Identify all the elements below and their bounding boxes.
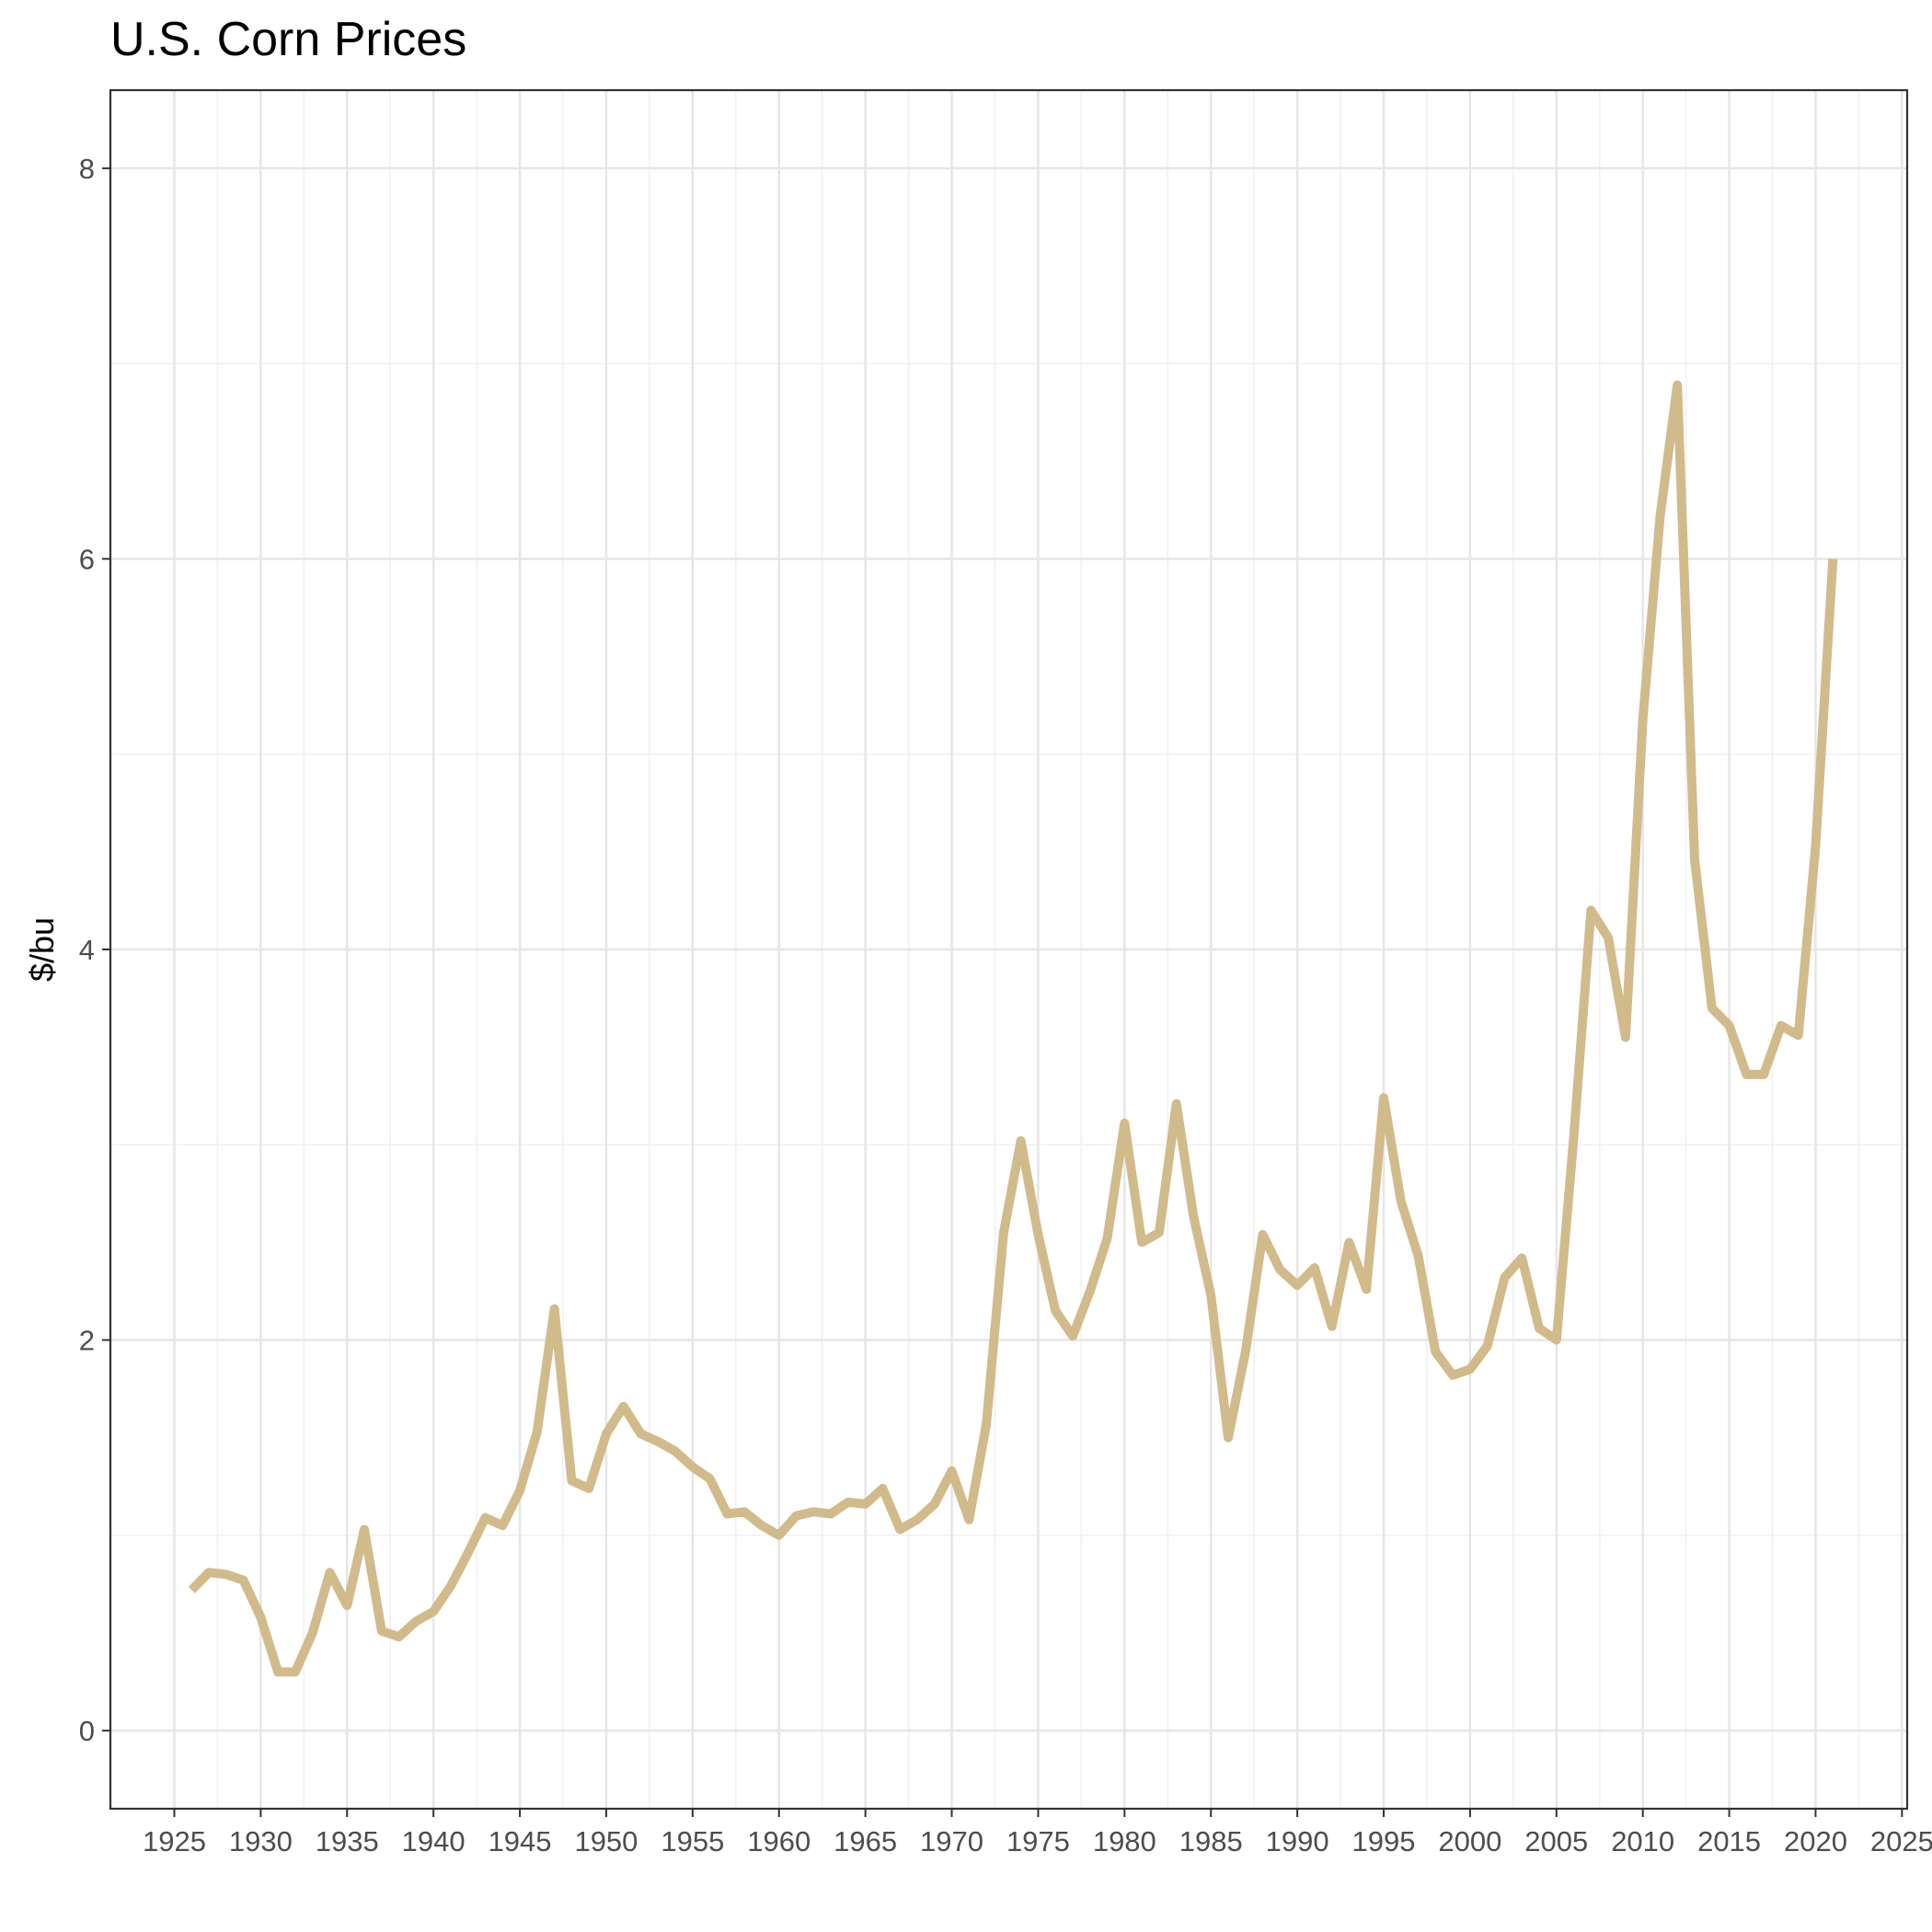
x-tick-label: 1975 <box>1006 1825 1070 1857</box>
x-tick-label: 2000 <box>1438 1825 1501 1857</box>
series-layer <box>188 380 1838 1677</box>
y-tick-label: 2 <box>79 1325 95 1357</box>
x-tick-label: 2005 <box>1524 1825 1588 1857</box>
x-axis: 1925 1930 1935 1940 1945 1950 1955 1960 1965 1970… <box>143 1809 1932 1857</box>
y-tick-label: 4 <box>79 934 95 966</box>
major-gridlines <box>110 90 1907 1809</box>
x-tick-label: 2015 <box>1697 1825 1761 1857</box>
x-tick-label: 1955 <box>661 1825 724 1857</box>
x-tick-label: 1960 <box>747 1825 811 1857</box>
x-tick-label: 2010 <box>1611 1825 1674 1857</box>
x-tick-label: 1930 <box>229 1825 293 1857</box>
x-tick-label: 1940 <box>402 1825 466 1857</box>
chart-title: U.S. Corn Prices <box>110 13 466 66</box>
series-line-corn-price <box>188 380 1838 1677</box>
x-tick-label: 1970 <box>920 1825 983 1857</box>
x-tick-label: 1945 <box>489 1825 552 1857</box>
y-tick-label: 0 <box>79 1715 95 1747</box>
x-tick-label: 1950 <box>574 1825 638 1857</box>
x-tick-label: 1980 <box>1093 1825 1156 1857</box>
x-tick-label: 1925 <box>143 1825 206 1857</box>
y-axis-label: $/bu <box>23 917 61 982</box>
x-tick-label: 1985 <box>1179 1825 1243 1857</box>
y-axis: 0 2 4 6 8 <box>79 153 110 1747</box>
x-tick-label: 1935 <box>316 1825 379 1857</box>
x-tick-label: 2020 <box>1784 1825 1847 1857</box>
x-tick-label: 1995 <box>1352 1825 1416 1857</box>
x-tick-label: 2025 <box>1870 1825 1932 1857</box>
x-tick-label: 1990 <box>1266 1825 1329 1857</box>
y-tick-label: 8 <box>79 153 95 185</box>
x-tick-label: 1965 <box>834 1825 897 1857</box>
y-tick-label: 6 <box>79 543 95 575</box>
